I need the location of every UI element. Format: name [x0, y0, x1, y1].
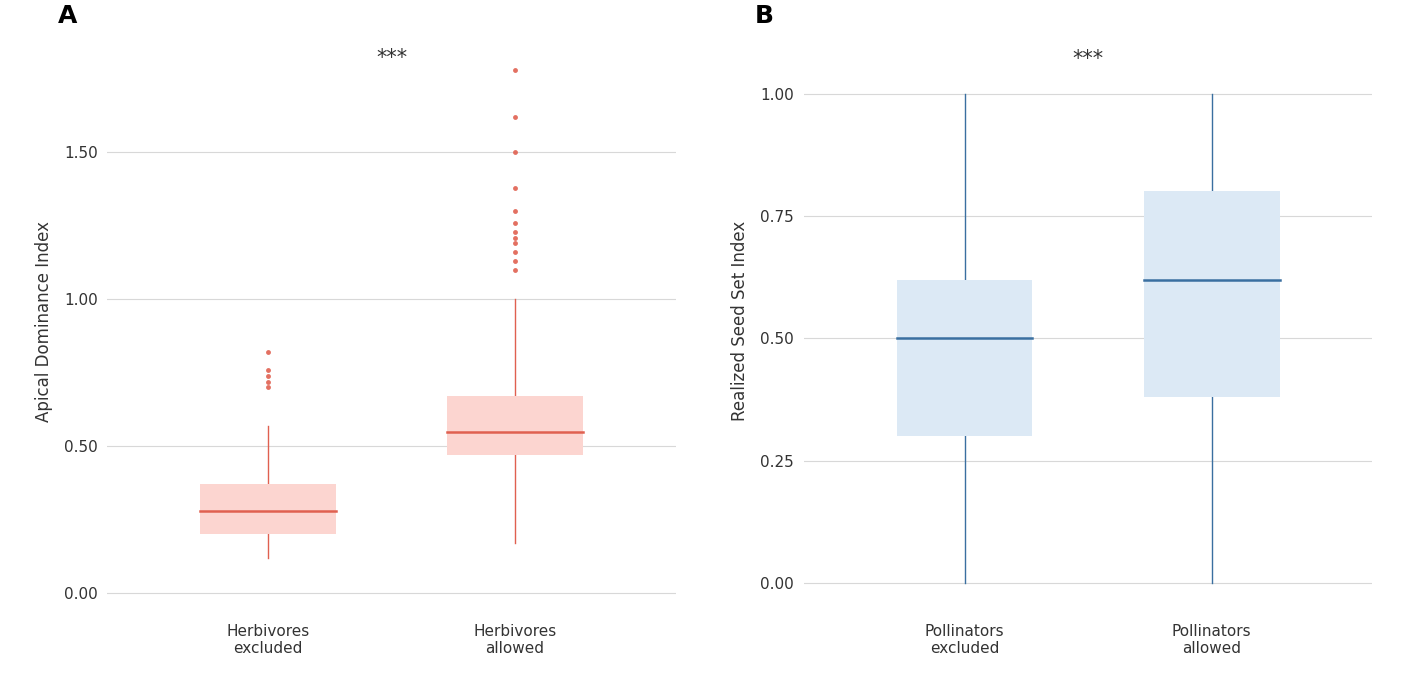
Bar: [200, 484, 336, 534]
Text: B: B: [754, 4, 774, 28]
Bar: [896, 280, 1033, 437]
Bar: [1144, 191, 1279, 397]
Y-axis label: Apical Dominance Index: Apical Dominance Index: [35, 221, 52, 422]
Y-axis label: Realized Seed Set Index: Realized Seed Set Index: [732, 221, 750, 422]
Text: A: A: [58, 4, 77, 28]
Text: ***: ***: [376, 48, 407, 68]
Text: ***: ***: [1072, 49, 1103, 69]
Bar: [447, 396, 582, 455]
